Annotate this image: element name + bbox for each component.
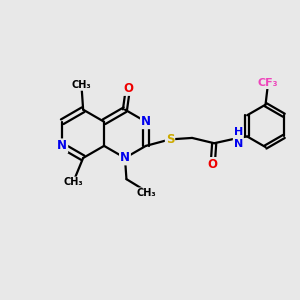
Text: N: N bbox=[57, 140, 67, 152]
Text: N: N bbox=[141, 115, 151, 128]
Text: CH₃: CH₃ bbox=[64, 177, 83, 188]
Text: N: N bbox=[120, 152, 130, 164]
Text: O: O bbox=[208, 158, 218, 171]
Text: CH₃: CH₃ bbox=[136, 188, 156, 198]
Text: O: O bbox=[123, 82, 133, 95]
Text: S: S bbox=[166, 133, 174, 146]
Text: CH₃: CH₃ bbox=[72, 80, 92, 90]
Text: CF₃: CF₃ bbox=[258, 78, 278, 88]
Text: H
N: H N bbox=[234, 127, 243, 149]
